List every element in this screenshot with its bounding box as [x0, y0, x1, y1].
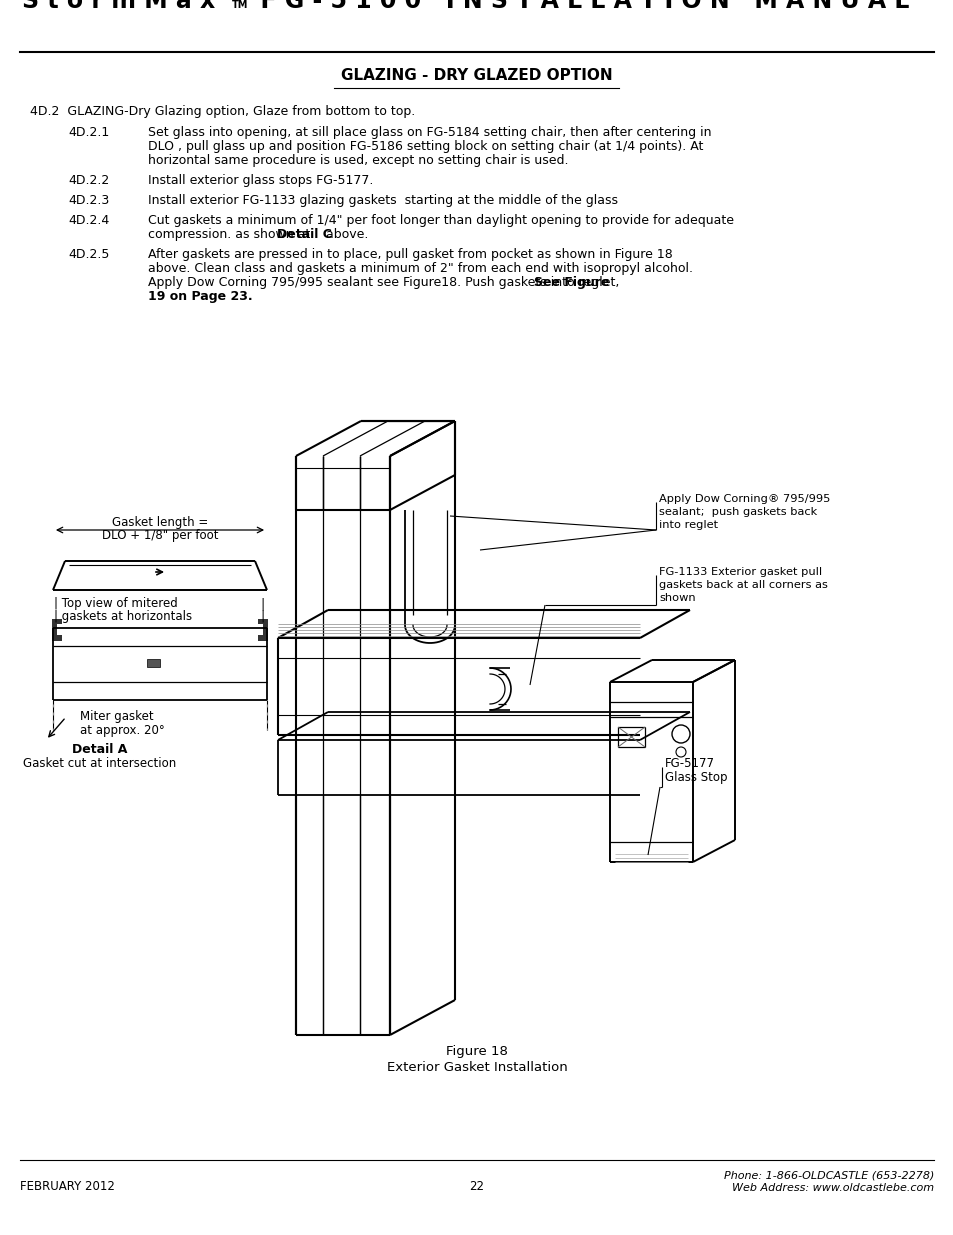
Text: above. Clean class and gaskets a minimum of 2" from each end with isopropyl alco: above. Clean class and gaskets a minimum…: [148, 262, 692, 275]
Text: Exterior Gasket Installation: Exterior Gasket Installation: [386, 1061, 567, 1074]
Text: See Figure: See Figure: [534, 275, 609, 289]
Text: 4D.2.1: 4D.2.1: [68, 126, 110, 140]
Text: FEBRUARY 2012: FEBRUARY 2012: [20, 1179, 114, 1193]
Text: FG-1133 Exterior gasket pull: FG-1133 Exterior gasket pull: [659, 567, 821, 577]
Text: After gaskets are pressed in to place, pull gasket from pocket as shown in Figur: After gaskets are pressed in to place, p…: [148, 248, 672, 261]
Text: Set glass into opening, at sill place glass on FG-5184 setting chair, then after: Set glass into opening, at sill place gl…: [148, 126, 711, 140]
Text: Cut gaskets a minimum of 1/4" per foot longer than daylight opening to provide f: Cut gaskets a minimum of 1/4" per foot l…: [148, 214, 733, 227]
Text: Detail A: Detail A: [72, 743, 128, 756]
Text: Phone: 1-866-OLDCASTLE (653-2278): Phone: 1-866-OLDCASTLE (653-2278): [723, 1170, 933, 1179]
Text: 4D.2.3: 4D.2.3: [68, 194, 110, 207]
Polygon shape: [257, 619, 268, 641]
Text: Web Address: www.oldcastlebe.com: Web Address: www.oldcastlebe.com: [731, 1183, 933, 1193]
Text: Glass Stop: Glass Stop: [664, 771, 727, 784]
Text: TM: TM: [232, 0, 248, 10]
Text: | gaskets at horizontals: | gaskets at horizontals: [54, 610, 192, 622]
Text: Install exterior glass stops FG-5177.: Install exterior glass stops FG-5177.: [148, 174, 373, 186]
Text: S t o r m M a x: S t o r m M a x: [22, 0, 215, 14]
Polygon shape: [52, 619, 62, 641]
Text: into reglet: into reglet: [659, 520, 718, 530]
Text: FG-5177: FG-5177: [664, 757, 714, 769]
Text: 4D.2.2: 4D.2.2: [68, 174, 110, 186]
Polygon shape: [147, 659, 160, 667]
Text: Detail C: Detail C: [276, 228, 332, 241]
Text: sealant;  push gaskets back: sealant; push gaskets back: [659, 508, 817, 517]
Text: Miter gasket: Miter gasket: [80, 710, 153, 722]
Text: gaskets back at all corners as: gaskets back at all corners as: [659, 580, 827, 590]
Text: DLO , pull glass up and position FG-5186 setting block on setting chair (at 1/4 : DLO , pull glass up and position FG-5186…: [148, 140, 702, 153]
Text: GLAZING - DRY GLAZED OPTION: GLAZING - DRY GLAZED OPTION: [341, 68, 612, 83]
Text: above.: above.: [322, 228, 369, 241]
Text: Install exterior FG-1133 glazing gaskets  starting at the middle of the glass: Install exterior FG-1133 glazing gaskets…: [148, 194, 618, 207]
Text: Apply Dow Corning 795/995 sealant see Figure18. Push gaskets into reglet,: Apply Dow Corning 795/995 sealant see Fi…: [148, 275, 627, 289]
Text: Figure 18: Figure 18: [446, 1045, 507, 1058]
Text: horizontal same procedure is used, except no setting chair is used.: horizontal same procedure is used, excep…: [148, 154, 568, 167]
Text: DLO + 1/8" per foot: DLO + 1/8" per foot: [102, 529, 218, 542]
Text: |: |: [260, 597, 264, 610]
Text: Apply Dow Corning® 795/995: Apply Dow Corning® 795/995: [659, 494, 829, 504]
Text: 4D.2  GLAZING-Dry Glazing option, Glaze from bottom to top.: 4D.2 GLAZING-Dry Glazing option, Glaze f…: [30, 105, 415, 119]
Text: at approx. 20°: at approx. 20°: [80, 724, 165, 737]
Text: Gasket cut at intersection: Gasket cut at intersection: [24, 757, 176, 769]
Text: shown: shown: [659, 593, 695, 603]
Text: 4D.2.4: 4D.2.4: [68, 214, 110, 227]
Text: 19 on Page 23.: 19 on Page 23.: [148, 290, 253, 303]
Text: 22: 22: [469, 1179, 484, 1193]
Text: compression. as shown at: compression. as shown at: [148, 228, 314, 241]
Text: Gasket length =: Gasket length =: [112, 516, 208, 529]
Text: F G - 5 1 0 0   I N S T A L L A T I O N   M A N U A L: F G - 5 1 0 0 I N S T A L L A T I O N M …: [244, 0, 908, 14]
Text: 4D.2.5: 4D.2.5: [68, 248, 110, 261]
Text: |: |: [260, 610, 264, 622]
Text: | Top view of mitered: | Top view of mitered: [54, 597, 177, 610]
